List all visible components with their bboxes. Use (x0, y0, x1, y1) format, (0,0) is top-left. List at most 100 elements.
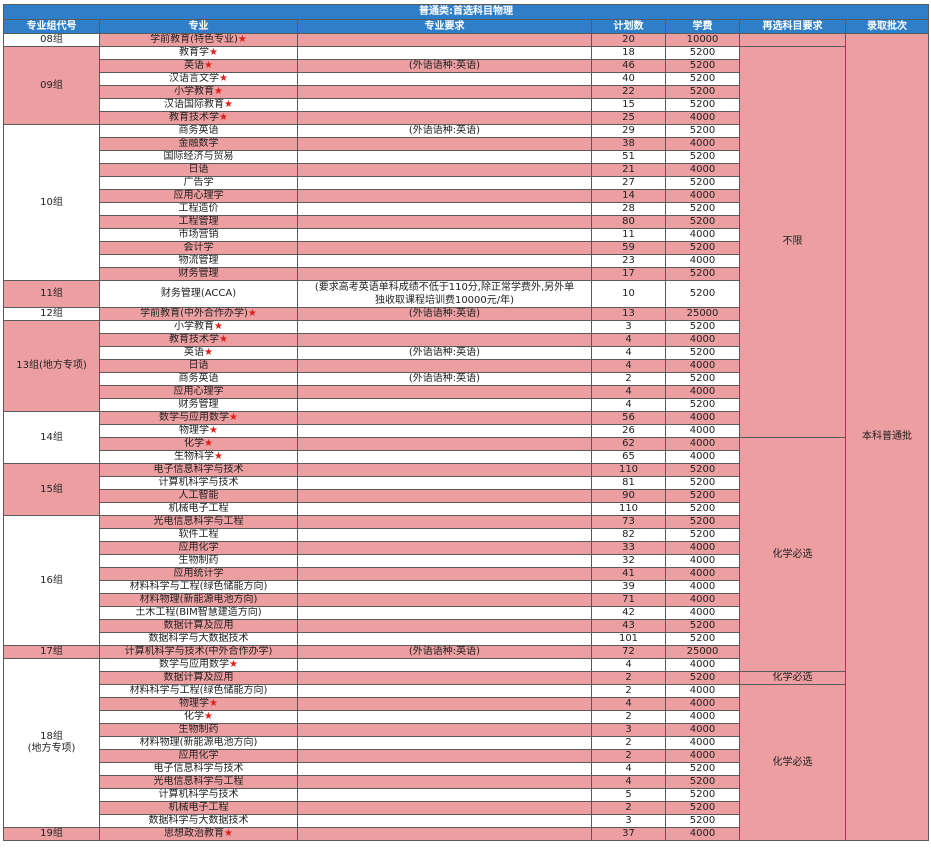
major-cell: 材料科学与工程(绿色储能方向) (99, 580, 298, 594)
major-cell: 金融数学 (99, 137, 298, 151)
subject-requirement-cell: 化学必选 (739, 437, 846, 672)
table-row: 机械电子工程 110 5200 (4, 502, 929, 516)
major-requirement-cell (297, 697, 592, 711)
major-requirement-cell (297, 827, 592, 841)
table-row: 人工智能 90 5200 (4, 489, 929, 503)
table-row: 应用化学 33 4000 (4, 541, 929, 555)
plan-count-cell: 4 (591, 398, 666, 412)
subject-requirement-cell: 不限 (739, 46, 846, 438)
major-name: 教育技术学 (169, 112, 220, 124)
plan-count-cell: 4 (591, 333, 666, 347)
subject-requirement-cell (739, 33, 846, 47)
major-cell: 土木工程(BIM智慧建造方向) (99, 606, 298, 620)
major-requirement-cell (297, 398, 592, 412)
table-row: 16组 光电信息科学与工程 73 5200 (3, 515, 929, 646)
tuition-cell: 5200 (665, 775, 740, 789)
major-requirement-cell (297, 762, 592, 776)
major-requirement-cell (297, 502, 592, 516)
star-icon: ★ (224, 828, 233, 840)
tuition-cell: 4000 (665, 554, 740, 568)
major-name: 数据科学与大数据技术 (148, 633, 249, 645)
major-cell: 生物科学★ (99, 450, 298, 464)
major-name: 生物制药 (178, 555, 219, 567)
tuition-cell: 5200 (665, 346, 740, 360)
tuition-cell: 5200 (665, 372, 740, 386)
plan-count-cell: 4 (591, 658, 666, 672)
plan-count-cell: 20 (591, 33, 666, 47)
tuition-cell: 5200 (665, 98, 740, 112)
tuition-cell: 5200 (665, 619, 740, 633)
major-name: 日语 (188, 360, 209, 372)
table-row: 19组 思想政治教育★ 37 4000 (3, 827, 929, 841)
star-icon: ★ (209, 47, 218, 59)
major-name: 物流管理 (178, 255, 219, 267)
table-row: 18组 (地方专项) 数学与应用数学★ 4 4000 (3, 658, 929, 828)
tuition-cell: 5200 (665, 528, 740, 542)
major-requirement-cell (297, 580, 592, 594)
major-name: 数据计算及应用 (163, 672, 234, 684)
tuition-cell: 25000 (665, 307, 740, 321)
major-cell: 机械电子工程 (99, 801, 298, 815)
major-requirement-cell (297, 554, 592, 568)
major-cell: 广告学 (99, 176, 298, 190)
major-name: 商务英语 (178, 125, 219, 137)
major-requirement-cell: (外语语种:英语) (297, 372, 592, 386)
admission-plan-table-container: 普通类:首选科目物理 专业组代号 专业 专业要求 计划数 学费 再选科目要求 录… (2, 4, 930, 841)
major-requirement-cell (297, 619, 592, 633)
tuition-cell: 4000 (665, 411, 740, 425)
plan-count-cell: 4 (591, 762, 666, 776)
tuition-cell: 5200 (665, 788, 740, 802)
plan-count-cell: 2 (591, 684, 666, 698)
plan-count-cell: 22 (591, 85, 666, 99)
table-row: 英语★ (外语语种:英语) 46 5200 (4, 59, 929, 73)
major-name: 数据计算及应用 (163, 620, 234, 632)
major-requirement-cell (297, 736, 592, 750)
major-cell: 化学★ (99, 710, 298, 724)
plan-count-cell: 28 (591, 202, 666, 216)
group-code-cell: 13组(地方专项) (3, 320, 100, 412)
major-cell: 应用化学 (99, 749, 298, 763)
plan-count-cell: 33 (591, 541, 666, 555)
major-cell: 应用心理学 (99, 385, 298, 399)
table-row: 广告学 27 5200 (4, 176, 929, 190)
table-row: 教育技术学★ 25 4000 (4, 111, 929, 125)
header-group-code: 专业组代号 (3, 19, 100, 34)
tuition-cell: 5200 (665, 632, 740, 646)
star-icon: ★ (204, 60, 213, 72)
plan-count-cell: 14 (591, 189, 666, 203)
major-cell: 汉语国际教育★ (99, 98, 298, 112)
tuition-cell: 4000 (665, 137, 740, 151)
plan-count-cell: 2 (591, 736, 666, 750)
group-code-cell: 14组 (3, 411, 100, 464)
major-requirement-cell (297, 710, 592, 724)
major-requirement-cell (297, 359, 592, 373)
tuition-cell: 4000 (665, 827, 740, 841)
table-title: 普通类:首选科目物理 (2, 4, 930, 20)
tuition-cell: 10000 (665, 33, 740, 47)
major-name: 应用心理学 (173, 190, 224, 202)
header-major-requirement: 专业要求 (297, 19, 592, 34)
header-plan-count: 计划数 (591, 19, 666, 34)
plan-count-cell: 80 (591, 215, 666, 229)
major-name: 金融数学 (178, 138, 219, 150)
tuition-cell: 5200 (665, 215, 740, 229)
major-requirement-cell (297, 411, 592, 425)
major-cell: 学前教育(特色专业)★ (99, 33, 298, 47)
header-admission-batch: 录取批次 (844, 19, 930, 34)
tuition-cell: 4000 (665, 580, 740, 594)
star-icon: ★ (247, 308, 257, 320)
major-cell: 材料物理(新能源电池方向) (99, 593, 298, 607)
table-row: 财务管理 17 5200 (4, 267, 929, 281)
plan-count-cell: 23 (591, 254, 666, 268)
star-icon: ★ (219, 334, 228, 346)
tuition-cell: 4000 (665, 697, 740, 711)
major-name: 生物制药 (178, 724, 219, 736)
table-row: 10组 商务英语 (外语语种:英语) 29 5200 (3, 124, 929, 281)
major-name: 学前教育(特色专业) (150, 34, 238, 46)
major-cell: 数据计算及应用 (99, 671, 298, 685)
major-name: 会计学 (183, 242, 214, 254)
table-row: 英语★ (外语语种:英语) 4 5200 (4, 346, 929, 360)
plan-count-cell: 15 (591, 98, 666, 112)
star-icon: ★ (204, 347, 213, 359)
star-icon: ★ (237, 34, 247, 46)
